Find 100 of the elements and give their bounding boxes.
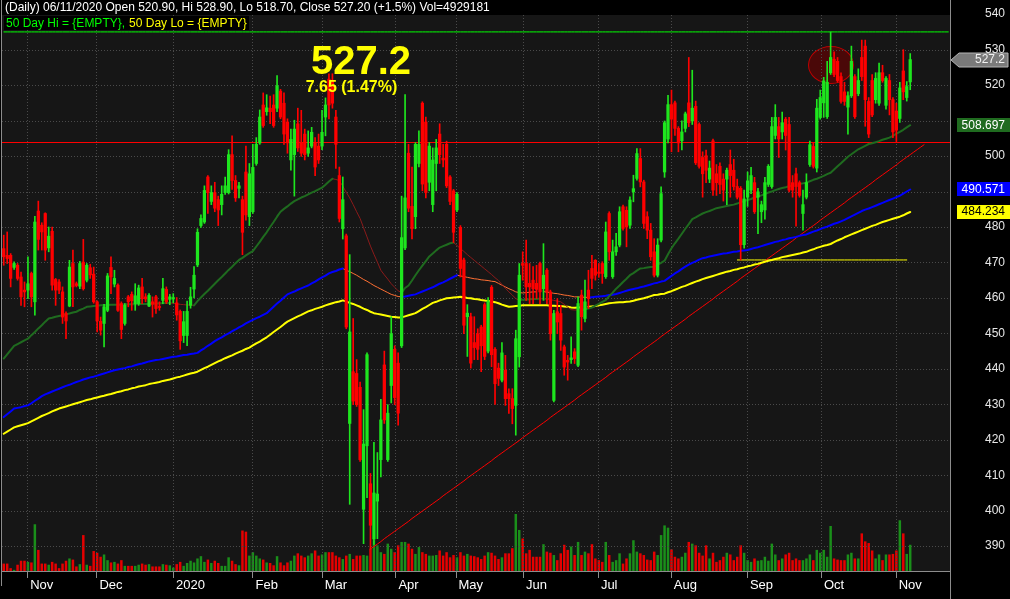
bar [130,565,133,571]
y-tick-label: 440 [984,361,1006,376]
candlestick [265,94,269,116]
bar [677,558,680,571]
bar [355,555,358,571]
bar [383,553,386,571]
x-tick-label: Jul [600,577,618,593]
bar [549,552,552,571]
y-tick-label: 400 [984,503,1006,518]
bar [777,560,780,571]
bar [483,555,486,571]
bar [137,564,140,571]
bar [9,568,12,571]
bar [279,562,282,571]
series-label: 50 Day Hi = {EMPTY}, [6,16,126,30]
x-tick-label: Mar [324,577,348,593]
bar [421,552,424,571]
candlestick [237,181,241,199]
bar [611,561,614,571]
x-tick-label: Jun [526,577,548,593]
bar [92,551,95,571]
bar [798,560,801,571]
bar [23,560,26,571]
bar [784,554,787,571]
candlestick [728,149,732,198]
bar [293,555,296,571]
candlestick [756,187,760,235]
bar [362,555,365,571]
bar [618,553,621,571]
bar [182,565,185,571]
bar [843,560,846,571]
candlestick [531,266,535,304]
bar [829,525,832,571]
bar [144,564,147,571]
bar [158,566,161,571]
bar [812,560,815,571]
y-tick-label: 390 [984,538,1006,553]
bar [850,552,853,571]
bar [16,564,19,571]
bar [68,558,71,571]
y-tick-label: 480 [984,219,1006,234]
bar [521,538,524,571]
bar [753,558,756,571]
bar [822,549,825,571]
bar [227,557,230,571]
bar [670,549,673,571]
bar [902,533,905,571]
bar [331,552,334,571]
bar [819,552,822,571]
bar [338,557,341,571]
x-tick-label: Sep [749,577,774,593]
bar [2,563,5,571]
bar [165,564,168,571]
y-tick-label: 490.571 [961,181,1006,196]
bar [639,553,642,571]
bar [511,548,514,571]
bar [99,556,102,571]
x-tick-label: Oct [823,577,845,593]
y-tick-label: 508.697 [961,117,1006,132]
bar [310,553,313,571]
bar [663,525,666,571]
bar [324,552,327,571]
bar [881,560,884,571]
candlestick [109,256,113,294]
bar [684,552,687,571]
bar [30,562,33,571]
bar [127,565,130,571]
y-tick-label: 484.234 [961,204,1006,219]
bar [722,556,725,571]
bar [286,562,289,571]
chart-title: (Daily) 06/11/2020 Open 520.90, Hi 528.90, Lo 518.70, Close 527.20 (+1.5%) Vol=4929181 [2,0,950,15]
bar [580,555,583,571]
bar [646,559,649,571]
bar [272,565,275,571]
bar [895,550,898,571]
bar [459,552,462,571]
text: 50 Day Lo = {EMPTY} [129,16,247,30]
bar [535,556,538,571]
bar [234,564,237,571]
bar [37,549,40,571]
bar [857,558,860,571]
bar [497,559,500,571]
y-tick-label: 500 [984,148,1006,163]
bar [542,544,545,571]
y-tick-label: 520 [984,77,1006,92]
x-tick-label: Aug [673,577,697,593]
bar [61,563,64,571]
bar [248,555,251,571]
bar [154,566,158,571]
bar [632,540,635,571]
bar [573,555,576,571]
bar [625,558,628,571]
bar [601,561,604,571]
bar [120,560,123,571]
bar [805,558,808,571]
bar [708,558,711,571]
x-tick-label: Nov [898,577,923,593]
bar [54,563,57,571]
bar [566,549,569,571]
x-tick-label: Dec [99,577,124,593]
